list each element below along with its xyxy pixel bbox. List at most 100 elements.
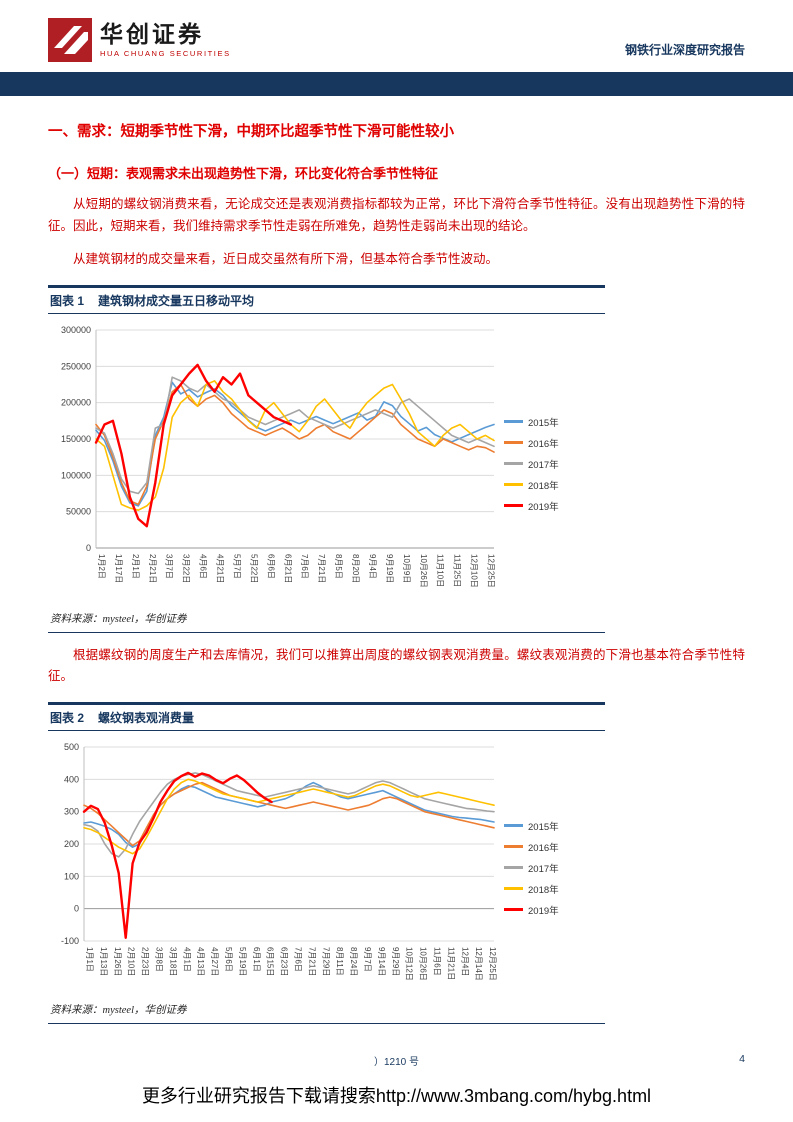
- svg-text:1月2日: 1月2日: [97, 554, 106, 579]
- svg-text:4月6日: 4月6日: [199, 554, 208, 579]
- download-banner-text: 更多行业研究报告下载请搜索http://www.3mbang.com/hybg.…: [141, 1086, 652, 1106]
- legend-item: 2015年: [504, 415, 559, 429]
- svg-text:3月18日: 3月18日: [168, 947, 177, 976]
- legend-label: 2015年: [528, 417, 559, 429]
- svg-text:12月14日: 12月14日: [474, 947, 483, 981]
- svg-text:7月6日: 7月6日: [293, 947, 302, 972]
- svg-text:5月19日: 5月19日: [238, 947, 247, 976]
- svg-text:4月21日: 4月21日: [216, 554, 225, 583]
- svg-text:2月21日: 2月21日: [148, 554, 157, 583]
- svg-text:250000: 250000: [61, 361, 91, 371]
- figure-1-label: 图表 1: [50, 293, 85, 308]
- svg-text:12月25日: 12月25日: [488, 947, 497, 981]
- svg-text:1月26日: 1月26日: [113, 947, 122, 976]
- svg-text:9月14日: 9月14日: [377, 947, 386, 976]
- svg-text:8月20日: 8月20日: [351, 554, 360, 583]
- svg-text:300: 300: [64, 806, 79, 816]
- series-line-2018年: [95, 379, 495, 511]
- huachuang-logo: 华创证券 HUA CHUANG SECURITIES: [48, 18, 231, 62]
- legend-item: 2018年: [504, 882, 559, 896]
- svg-text:9月29日: 9月29日: [391, 947, 400, 976]
- svg-text:1月13日: 1月13日: [99, 947, 108, 976]
- svg-text:4月27日: 4月27日: [210, 947, 219, 976]
- legend-item: 2018年: [504, 478, 559, 492]
- legend-item: 2016年: [504, 840, 559, 854]
- svg-text:9月19日: 9月19日: [385, 554, 394, 583]
- legend-label: 2017年: [528, 863, 559, 875]
- legend-swatch: [504, 504, 523, 507]
- svg-text:200000: 200000: [61, 397, 91, 407]
- paragraph-1: 从短期的螺纹钢消费来看，无论成交还是表观消费指标都较为正常，环比下滑符合季节性特…: [48, 197, 745, 233]
- svg-text:4月13日: 4月13日: [196, 947, 205, 976]
- series-line-2019年: [94, 363, 292, 527]
- legend-swatch: [504, 441, 523, 444]
- legend-swatch: [504, 462, 523, 465]
- svg-text:11月10日: 11月10日: [436, 554, 445, 587]
- svg-text:12月4日: 12月4日: [460, 947, 469, 976]
- footer-license-number: ）1210 号: [373, 1057, 420, 1068]
- figure-2-line-chart: -100 0 100 200 300 400 500 1月1日 1月13日 1月26日 2月10日 2…: [48, 737, 500, 999]
- legend-swatch: [504, 420, 523, 423]
- svg-text:500: 500: [64, 742, 79, 752]
- legend-swatch: [504, 866, 523, 869]
- svg-text:8月11日: 8月11日: [335, 947, 344, 976]
- legend-item: 2015年: [504, 819, 559, 833]
- page-header: 华创证券 HUA CHUANG SECURITIES 钢铁行业深度研究报告: [0, 0, 793, 72]
- svg-text:100: 100: [64, 871, 79, 881]
- svg-text:300000: 300000: [61, 325, 91, 335]
- svg-text:3月22日: 3月22日: [182, 554, 191, 583]
- legend-swatch: [504, 908, 523, 911]
- logo-mark-icon: [48, 18, 92, 62]
- svg-text:2月1日: 2月1日: [131, 554, 140, 579]
- svg-text:5月7日: 5月7日: [232, 554, 241, 579]
- svg-text:400: 400: [64, 774, 79, 784]
- figure-2-title: 螺纹钢表观消费量: [98, 710, 195, 725]
- figure-1-titlebar: 图表 1 建筑钢材成交量五日移动平均: [48, 284, 605, 314]
- report-body: 一、需求：短期季节性下滑，中期环比超季节性下滑可能性较小 （一）短期：表观需求未…: [0, 96, 793, 1024]
- svg-text:2月10日: 2月10日: [127, 947, 136, 976]
- series-line-2017年: [83, 771, 495, 858]
- svg-text:50000: 50000: [66, 506, 91, 516]
- svg-text:11月21日: 11月21日: [446, 947, 455, 980]
- svg-text:1月1日: 1月1日: [85, 947, 94, 972]
- series-line-2015年: [95, 381, 495, 507]
- svg-text:10月26日: 10月26日: [419, 947, 428, 981]
- svg-text:3月8日: 3月8日: [154, 947, 163, 972]
- figure-1-source: 资料来源：mysteel，华创证券: [48, 608, 605, 633]
- legend-label: 2019年: [528, 501, 559, 513]
- legend-swatch: [504, 483, 523, 486]
- svg-text:7月29日: 7月29日: [321, 947, 330, 976]
- series-line-2015年: [83, 781, 495, 848]
- legend-label: 2016年: [528, 842, 559, 854]
- legend-swatch: [504, 845, 523, 848]
- brand-name-cn: 华创证券: [100, 20, 204, 47]
- svg-text:1月17日: 1月17日: [114, 554, 123, 583]
- svg-text:12月10日: 12月10日: [470, 554, 479, 588]
- series-line-2016年: [83, 781, 495, 846]
- svg-text:7月21日: 7月21日: [317, 554, 326, 583]
- svg-text:-100: -100: [61, 936, 79, 946]
- legend-item: 2019年: [504, 499, 559, 513]
- legend-label: 2016年: [528, 438, 559, 450]
- figure-2-source: 资料来源：mysteel，华创证券: [48, 999, 605, 1024]
- svg-text:6月6日: 6月6日: [266, 554, 275, 579]
- legend-label: 2017年: [528, 459, 559, 471]
- figure-1: 图表 1 建筑钢材成交量五日移动平均 0 50000 100000 150000 2000…: [48, 284, 605, 633]
- figure-2: 图表 2 螺纹钢表观消费量 -100 0 100 200 300 400 500 1月1日 1月1…: [48, 701, 605, 1024]
- svg-text:11月25日: 11月25日: [453, 554, 462, 587]
- svg-text:3月7日: 3月7日: [165, 554, 174, 579]
- legend-label: 2015年: [528, 821, 559, 833]
- figure-2-label: 图表 2: [50, 710, 85, 725]
- svg-text:8月5日: 8月5日: [334, 554, 343, 579]
- page-footer: ）1210 号 4: [0, 1047, 793, 1072]
- legend-label: 2018年: [528, 884, 559, 896]
- svg-text:6月21日: 6月21日: [283, 554, 292, 583]
- series-line-2017年: [95, 375, 495, 494]
- svg-text:5月6日: 5月6日: [224, 947, 233, 972]
- legend-swatch: [504, 887, 523, 890]
- svg-text:200: 200: [64, 839, 79, 849]
- paragraph-2: 从建筑钢材的成交量来看，近日成交虽然有所下滑，但基本符合季节性波动。: [73, 252, 499, 266]
- svg-text:10月9日: 10月9日: [402, 554, 411, 583]
- brand-name-en: HUA CHUANG SECURITIES: [100, 49, 231, 59]
- series-line-2016年: [95, 383, 495, 505]
